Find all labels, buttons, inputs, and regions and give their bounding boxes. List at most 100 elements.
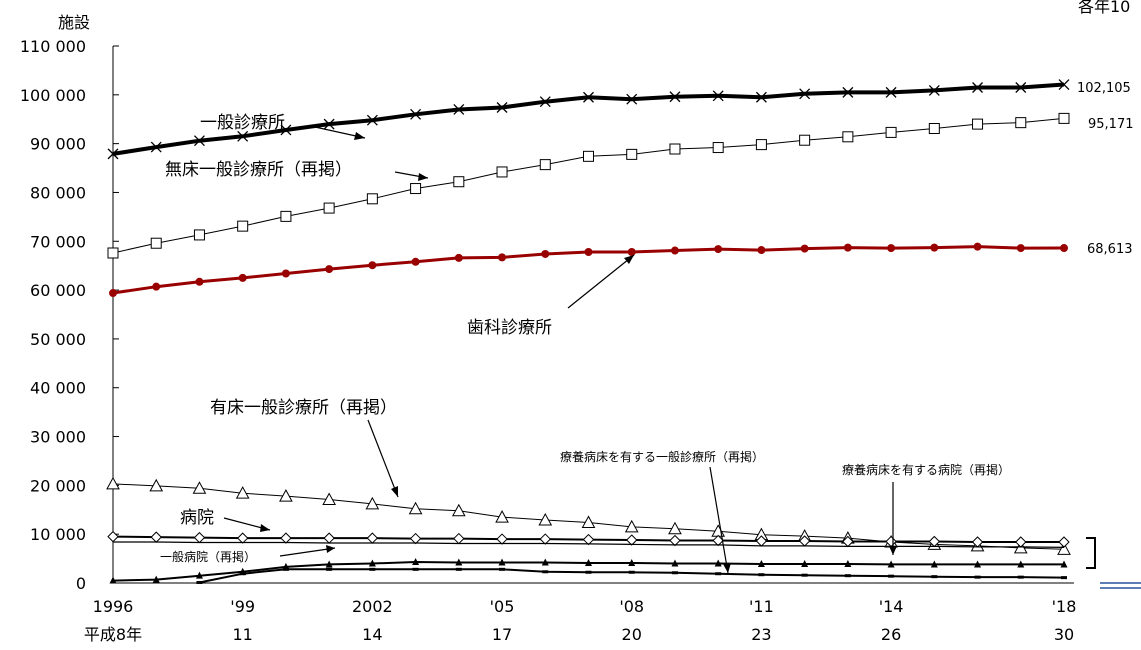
data-point	[107, 247, 119, 259]
y-tick-label: 0	[76, 574, 86, 593]
y-tick-label: 30 000	[30, 428, 86, 447]
data-point	[409, 532, 422, 545]
data-point	[799, 88, 811, 100]
x-tick-sublabel: 23	[751, 625, 771, 644]
annotation-bed-clinic: 有床一般診療所（再掲）	[210, 398, 397, 418]
y-tick-label: 90 000	[30, 135, 86, 154]
data-point	[195, 571, 203, 579]
data-point	[282, 567, 289, 571]
annotation-hospital: 病院	[180, 508, 214, 528]
data-point	[714, 559, 722, 567]
x-tick-sublabel: 11	[233, 625, 253, 644]
data-point	[366, 532, 379, 544]
data-point	[885, 126, 897, 138]
data-point	[453, 176, 465, 188]
y-tick-label: 50 000	[30, 330, 86, 349]
data-point	[671, 559, 679, 567]
data-point	[930, 560, 938, 568]
data-point	[626, 534, 638, 546]
data-point	[326, 567, 333, 571]
y-tick-label: 110 000	[20, 37, 86, 56]
data-point	[150, 141, 162, 153]
data-point	[451, 503, 466, 517]
data-point	[455, 558, 463, 566]
series-lines	[106, 79, 1071, 585]
data-point	[626, 93, 638, 105]
x-tick-sublabel: 平成8年	[84, 625, 142, 644]
data-point	[582, 533, 595, 546]
data-point	[628, 558, 636, 566]
data-point	[755, 91, 767, 103]
data-point	[325, 560, 333, 568]
arrow-bed-clinic	[367, 419, 399, 498]
data-point	[280, 532, 292, 544]
data-point	[930, 243, 939, 252]
data-point	[107, 148, 119, 160]
data-point	[499, 567, 506, 571]
data-point	[368, 559, 376, 567]
data-point	[152, 282, 161, 291]
data-point	[453, 532, 465, 545]
data-point	[410, 108, 422, 120]
leader-arrows	[223, 126, 894, 574]
y-tick-labels: 0 10 000 20 000 30 000 40 000 50 000 60 000 70 …	[20, 37, 86, 593]
series-line	[113, 541, 1065, 548]
data-point	[972, 118, 984, 130]
x-tick-sublabel: 17	[492, 625, 512, 644]
data-point	[453, 104, 465, 115]
arrowhead	[354, 132, 365, 140]
data-point	[368, 261, 377, 270]
data-point	[887, 244, 896, 253]
annotation-general-clinic: 一般診療所	[200, 113, 285, 133]
data-point	[888, 574, 895, 578]
data-point	[628, 570, 635, 574]
y-tick-label: 70 000	[30, 232, 86, 251]
x-tick-label: '05	[490, 597, 515, 616]
data-point	[150, 237, 162, 249]
data-point	[237, 220, 249, 232]
data-point	[280, 210, 292, 222]
x-tick-labels: 1996 平成8年 '99 11 2002 14 '05 17 '08 20 '11 23 '14 26 '…	[84, 597, 1076, 644]
note-label: 各年10	[1078, 0, 1130, 16]
y-axis-label: 施設	[58, 13, 90, 32]
data-point	[195, 277, 204, 286]
end-label-general-clinic: 102,105	[1077, 81, 1131, 96]
data-point	[800, 244, 809, 253]
data-point	[928, 84, 940, 96]
data-point	[758, 573, 765, 577]
data-point	[712, 142, 724, 154]
data-point	[974, 560, 982, 568]
data-point	[408, 501, 423, 515]
data-point	[541, 558, 549, 566]
data-point	[149, 478, 164, 492]
data-point	[1058, 112, 1070, 124]
data-point	[843, 243, 852, 252]
annotation-bedless-clinic: 無床一般診療所（再掲）	[165, 160, 352, 180]
data-point	[496, 102, 508, 113]
arrow-general-hospital	[279, 547, 336, 557]
data-point	[887, 560, 895, 568]
data-point	[196, 581, 203, 585]
data-point	[539, 159, 551, 171]
data-point	[412, 567, 419, 571]
data-point	[1057, 542, 1071, 555]
data-point	[239, 572, 246, 576]
data-point	[624, 519, 639, 533]
x-tick-label: 1996	[93, 597, 134, 616]
data-point	[365, 496, 380, 510]
data-point	[799, 134, 811, 146]
annotation-ltc-clinic: 療養病床を有する一般診療所（再掲）	[560, 449, 764, 464]
data-point	[712, 90, 724, 102]
x-tick-label: '11	[749, 597, 774, 616]
data-point	[496, 166, 508, 178]
data-point	[1017, 560, 1025, 568]
data-point	[323, 532, 335, 544]
arrowhead	[723, 563, 731, 573]
data-point	[106, 476, 120, 490]
data-point	[322, 492, 336, 506]
x-tick-label: '08	[619, 597, 644, 616]
data-point	[928, 123, 940, 135]
x-tick-label: 2002	[352, 597, 393, 616]
data-point	[1015, 536, 1027, 548]
annotation-dental-clinic: 歯科診療所	[467, 318, 552, 338]
